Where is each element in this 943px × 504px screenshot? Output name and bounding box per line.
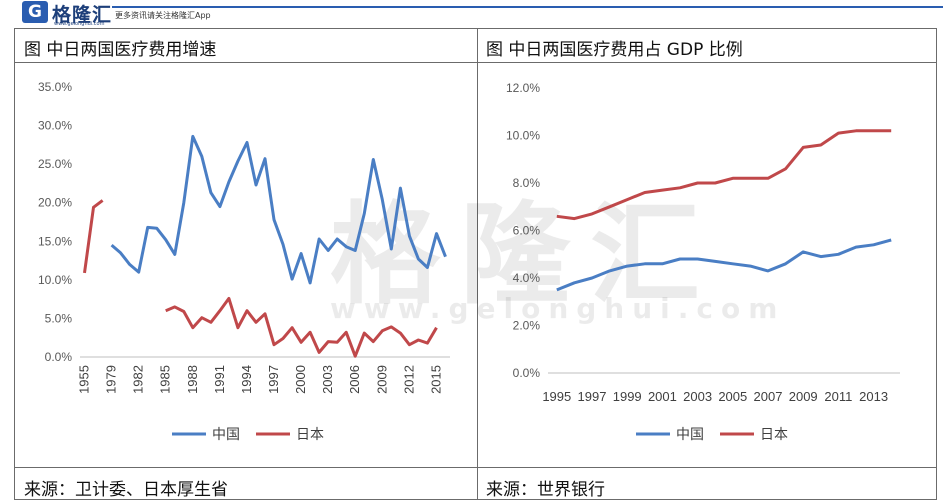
header-bar: G 格隆汇 www.gelonghui.com 更多资讯请关注格隆汇App: [0, 0, 943, 28]
left-chart-source: 来源：卫计委、日本厚生省: [24, 480, 228, 500]
source-divider: [14, 467, 937, 468]
right-chart-title: 图 中日两国医疗费用占 GDP 比例: [486, 40, 743, 60]
logo-tagline: 更多资讯请关注格隆汇App: [115, 11, 211, 20]
header-divider: [112, 6, 943, 8]
chart-frame: [14, 28, 937, 500]
panel-divider: [477, 28, 478, 500]
right-chart-source: 来源：世界银行: [486, 480, 605, 500]
logo-url: www.gelonghui.com: [54, 21, 105, 27]
left-chart-title: 图 中日两国医疗费用增速: [24, 40, 217, 60]
title-divider: [14, 62, 937, 63]
logo-name: 格隆汇: [52, 4, 113, 26]
watermark-url: www.gelonghui.com: [330, 292, 786, 325]
logo-icon: G: [22, 1, 48, 23]
